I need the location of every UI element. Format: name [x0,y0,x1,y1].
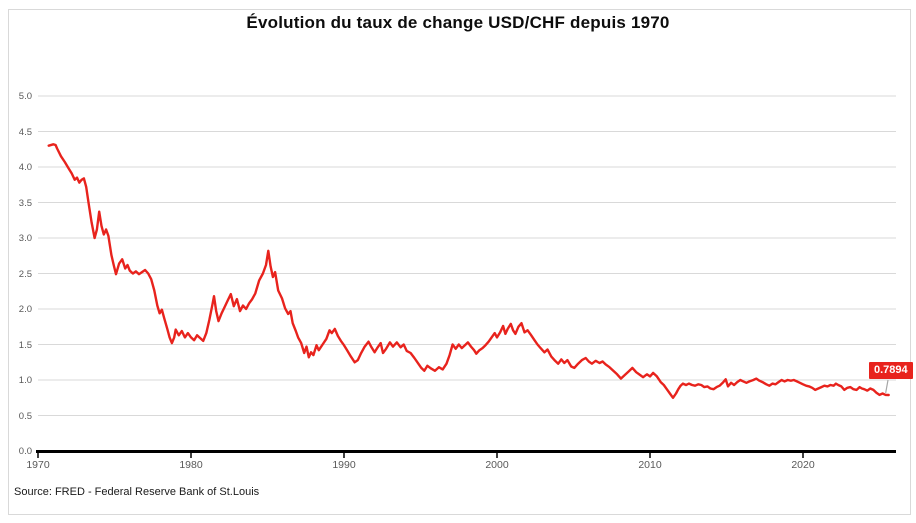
y-axis-tick-label: 0.0 [18,446,32,457]
x-axis-tick-label: 1980 [179,459,203,471]
x-axis-tick-label: 1970 [26,459,50,471]
last-value-badge: 0.7894 [869,362,913,379]
y-axis-tick-label: 1.0 [18,375,32,386]
exchange-rate-series-line [47,143,890,399]
x-axis-tick-label: 2000 [485,459,509,471]
source-caption: Source: FRED - Federal Reserve Bank of S… [14,486,260,498]
y-axis-tick-label: 1.5 [18,339,32,351]
y-axis-tick-label: 0.5 [18,410,32,422]
y-axis-tick-label: 2.0 [18,304,32,315]
chart-title: Évolution du taux de change USD/CHF depu… [246,13,670,32]
y-axis-tick-label: 2.5 [18,268,32,280]
x-axis-tick-label: 2020 [791,459,815,471]
y-axis-tick-label: 4.0 [18,162,32,173]
x-axis-tick-label: 2010 [638,459,662,471]
y-axis-tick-label: 4.5 [18,126,32,138]
chart-frame [8,9,911,515]
x-axis-tick-label: 1990 [332,459,356,471]
y-axis-tick-label: 3.0 [18,233,32,244]
y-axis-tick-label: 5.0 [18,91,32,102]
badge-leader-line [885,379,889,394]
y-axis-tick-label: 3.5 [18,197,32,209]
